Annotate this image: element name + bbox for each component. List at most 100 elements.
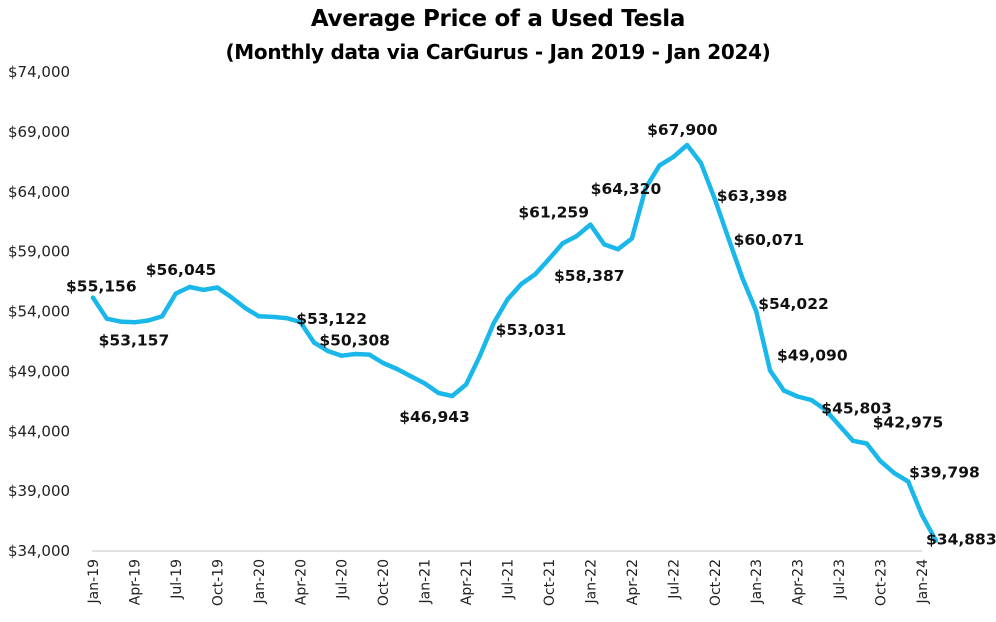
data-point (864, 441, 869, 446)
data-point (754, 309, 759, 314)
data-point (836, 423, 842, 428)
data-label: $49,090 (777, 346, 848, 364)
data-point (519, 281, 524, 287)
data-point (767, 368, 773, 373)
data-point (270, 314, 275, 320)
chart-subtitle: (Monthly data via CarGurus - Jan 2019 - … (225, 40, 771, 64)
x-tick-label: Jul-22 (666, 559, 682, 600)
data-point (284, 315, 289, 321)
data-point (146, 318, 151, 323)
data-point (132, 320, 137, 325)
data-point (698, 160, 704, 166)
data-point (560, 241, 565, 246)
x-tick-label: Jul-20 (335, 559, 351, 600)
data-point (339, 353, 344, 358)
data-point (311, 340, 317, 345)
data-point (795, 394, 800, 399)
data-label: $61,259 (518, 204, 589, 222)
x-tick-label: Jul-19 (169, 559, 185, 600)
data-point (740, 275, 745, 281)
x-tick-label: Apr-20 (293, 559, 309, 605)
x-tick-label: Jan-21 (418, 559, 434, 604)
data-label: $63,398 (717, 187, 788, 205)
x-tick-label: Jul-23 (832, 559, 848, 600)
data-point (380, 360, 386, 366)
x-tick-label: Jul-21 (501, 559, 517, 600)
y-tick-label: $49,000 (8, 362, 70, 380)
data-point (823, 407, 828, 412)
y-tick-label: $39,000 (8, 482, 70, 500)
data-point (712, 196, 717, 202)
y-tick-label: $54,000 (8, 303, 70, 321)
data-label: $60,071 (734, 231, 805, 249)
x-tick-label: Jan-19 (86, 559, 102, 604)
data-label: $39,798 (909, 464, 980, 482)
data-points (90, 142, 939, 543)
data-point (325, 348, 331, 354)
data-point (298, 319, 303, 325)
data-point (671, 154, 676, 160)
data-point (173, 291, 179, 296)
data-point (159, 314, 165, 319)
series-line (90, 142, 939, 543)
data-label: $53,031 (496, 321, 567, 339)
y-tick-label: $44,000 (8, 422, 70, 440)
x-tick-label: Apr-23 (791, 559, 807, 605)
x-tick-label: Oct-23 (874, 559, 890, 606)
data-point (477, 353, 483, 359)
y-tick-label: $64,000 (8, 183, 70, 201)
data-point (919, 512, 925, 518)
data-point (215, 285, 220, 290)
data-point (104, 316, 110, 321)
data-point (463, 382, 469, 387)
data-point (850, 438, 856, 444)
data-label: $54,022 (758, 295, 829, 313)
data-point (242, 305, 248, 311)
x-axis: Jan-19 Apr-19 Jul-19 Oct-19 Jan-20 Apr-20 Jul-… (86, 559, 931, 606)
data-point (118, 319, 123, 324)
y-tick-label: $74,000 (8, 63, 70, 81)
data-point (878, 458, 883, 464)
data-point (394, 366, 400, 372)
data-point (684, 142, 690, 148)
data-point (408, 373, 413, 379)
data-point (602, 242, 607, 247)
data-label: $56,045 (146, 261, 217, 279)
data-point (256, 314, 261, 319)
data-point (574, 233, 579, 239)
data-label: $64,320 (591, 180, 662, 198)
data-point (657, 163, 662, 168)
data-point (422, 381, 427, 386)
data-point (532, 272, 538, 277)
data-point (588, 222, 593, 227)
data-point (726, 236, 731, 241)
data-point (201, 287, 206, 293)
x-tick-label: Apr-22 (625, 559, 641, 605)
data-point (491, 320, 496, 326)
data-label: $58,387 (554, 267, 625, 285)
x-tick-label: Oct-20 (376, 559, 392, 606)
data-label: $53,122 (296, 310, 367, 328)
data-point (781, 388, 787, 393)
data-labels: $55,156 $53,157 $56,045 $53,122 $50,308 $46,9… (66, 121, 996, 548)
data-label: $50,308 (319, 332, 390, 350)
x-tick-label: Apr-21 (459, 559, 475, 605)
data-point (436, 390, 441, 396)
data-point (90, 295, 96, 300)
data-point (367, 352, 372, 357)
data-point (450, 393, 455, 399)
data-point (933, 538, 939, 543)
x-tick-label: Apr-19 (127, 559, 143, 605)
data-label: $55,156 (66, 278, 137, 296)
x-tick-label: Oct-22 (708, 559, 724, 606)
data-point (629, 236, 635, 241)
data-point (892, 470, 897, 476)
data-label: $34,883 (926, 530, 996, 548)
chart-title: Average Price of a Used Tesla (310, 6, 686, 32)
data-label: $46,943 (399, 408, 470, 426)
x-tick-label: Jan-22 (583, 559, 599, 604)
y-tick-label: $69,000 (8, 123, 70, 141)
data-point (353, 351, 358, 357)
data-point (643, 185, 648, 191)
